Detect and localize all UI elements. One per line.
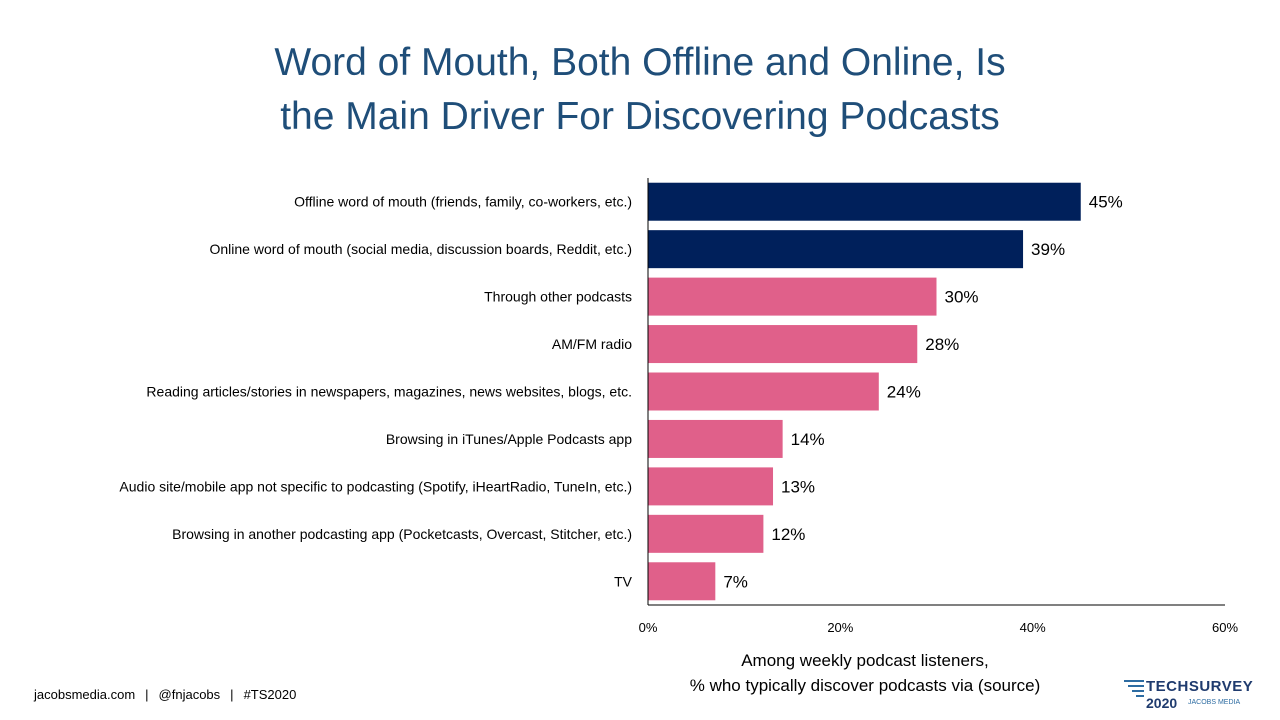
x-tick-label: 60% xyxy=(1212,620,1238,635)
data-label: 28% xyxy=(925,335,959,354)
category-label: Reading articles/stories in newspapers, … xyxy=(146,384,632,400)
data-label: 30% xyxy=(945,288,979,307)
bar xyxy=(648,325,918,364)
bar xyxy=(648,277,937,316)
data-label: 7% xyxy=(723,572,748,591)
bar xyxy=(648,182,1081,221)
chart-title: Word of Mouth, Both Offline and Online, … xyxy=(0,36,1280,144)
category-label: AM/FM radio xyxy=(552,336,632,352)
chart-title-line-1: Word of Mouth, Both Offline and Online, … xyxy=(274,41,1006,84)
logo-lines-icon xyxy=(1124,680,1144,700)
chart-title-line-2: the Main Driver For Discovering Podcasts xyxy=(280,95,1000,138)
footer-separator: | xyxy=(145,687,149,702)
footer-handle: @fnjacobs xyxy=(158,687,221,702)
x-axis-label-line-1: Among weekly podcast listeners, xyxy=(741,651,989,670)
category-label: Browsing in iTunes/Apple Podcasts app xyxy=(386,431,632,447)
footer-site: jacobsmedia.com xyxy=(34,687,136,702)
data-label: 45% xyxy=(1089,193,1123,212)
logo-sub: JACOBS MEDIA xyxy=(1188,699,1241,706)
bar xyxy=(648,514,764,553)
category-label: Offline word of mouth (friends, family, … xyxy=(294,194,632,210)
footer-separator: | xyxy=(230,687,234,702)
x-axis-label: Among weekly podcast listeners, % who ty… xyxy=(600,648,1130,698)
bar xyxy=(648,372,879,411)
x-tick-label: 20% xyxy=(827,620,853,635)
bar xyxy=(648,562,716,601)
logo-name: TECHSURVEY xyxy=(1146,678,1254,695)
bar xyxy=(648,467,774,506)
bar xyxy=(648,419,783,458)
footer-hashtag: #TS2020 xyxy=(243,687,297,702)
footer: jacobsmedia.com | @fnjacobs | #TS2020 xyxy=(34,687,296,702)
data-label: 39% xyxy=(1031,240,1065,259)
data-label: 14% xyxy=(791,430,825,449)
category-label: Through other podcasts xyxy=(484,289,632,305)
category-label: Online word of mouth (social media, disc… xyxy=(209,241,632,257)
category-label: Audio site/mobile app not specific to po… xyxy=(119,478,632,494)
bar xyxy=(648,230,1024,269)
techsurvey-logo: TECHSURVEY 2020 JACOBS MEDIA xyxy=(1124,678,1254,712)
data-label: 12% xyxy=(771,525,805,544)
data-label: 13% xyxy=(781,477,815,496)
category-label: Browsing in another podcasting app (Pock… xyxy=(172,526,632,542)
x-axis-label-line-2: % who typically discover podcasts via (s… xyxy=(689,676,1041,695)
data-label: 24% xyxy=(887,383,921,402)
x-tick-label: 40% xyxy=(1020,620,1046,635)
x-tick-label: 0% xyxy=(639,620,658,635)
logo-year: 2020 xyxy=(1146,695,1178,711)
category-label: TV xyxy=(614,573,633,589)
